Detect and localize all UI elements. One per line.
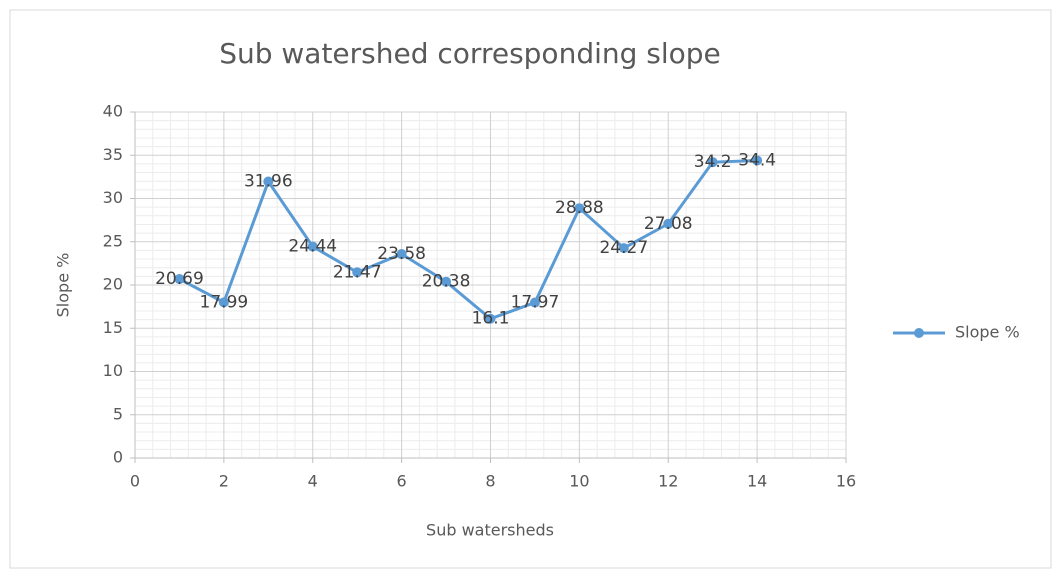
- x-tick-label: 6: [397, 472, 407, 491]
- data-point: [485, 313, 496, 324]
- data-label: 34.2: [694, 152, 732, 172]
- x-tick-label: 4: [308, 472, 318, 491]
- x-tick-label: 14: [747, 472, 767, 491]
- data-point: [174, 274, 185, 285]
- data-label: 23.58: [377, 244, 426, 264]
- y-tick-label: 30: [103, 188, 123, 207]
- x-tick-label: 8: [485, 472, 495, 491]
- data-point: [618, 243, 629, 254]
- data-label: 16.1: [472, 309, 510, 329]
- y-tick-label: 20: [103, 275, 123, 294]
- data-point: [396, 249, 407, 260]
- data-point: [307, 241, 318, 252]
- data-label: 34.4: [738, 150, 776, 170]
- x-tick-label: 16: [836, 472, 856, 491]
- chart-title: Sub watershed corresponding slope: [219, 37, 721, 70]
- data-label: 24.27: [599, 238, 648, 258]
- data-label: 17.97: [511, 293, 560, 313]
- data-point: [707, 157, 718, 168]
- data-label: 24.44: [288, 237, 337, 257]
- x-tick-label: 10: [569, 472, 589, 491]
- x-tick-label: 2: [219, 472, 229, 491]
- legend-marker: [914, 328, 924, 338]
- data-label: 27.08: [644, 214, 693, 234]
- x-tick-label: 12: [658, 472, 678, 491]
- data-point: [529, 297, 540, 308]
- data-label: 20.38: [422, 272, 471, 292]
- data-point: [663, 218, 674, 229]
- y-tick-label: 10: [103, 361, 123, 380]
- legend-label: Slope %: [955, 323, 1020, 342]
- data-point: [441, 276, 452, 287]
- data-point: [263, 176, 274, 187]
- data-point: [574, 203, 585, 214]
- data-label: 21.47: [333, 262, 382, 282]
- data-label: 17.99: [200, 292, 249, 312]
- y-tick-label: 35: [103, 145, 123, 164]
- y-axis-label: Slope %: [54, 253, 73, 318]
- data-label: 28.88: [555, 198, 604, 218]
- x-tick-label: 0: [130, 472, 140, 491]
- y-tick-label: 40: [103, 102, 123, 121]
- data-label: 31.96: [244, 172, 293, 192]
- data-point: [752, 155, 763, 166]
- y-tick-label: 5: [113, 404, 123, 423]
- y-tick-label: 0: [113, 448, 123, 467]
- y-tick-label: 15: [103, 318, 123, 337]
- series-line: [178, 158, 758, 321]
- data-point: [352, 267, 363, 278]
- chart-border: [9, 9, 1052, 569]
- x-axis-label: Sub watersheds: [426, 521, 554, 540]
- data-label: 20.69: [155, 269, 204, 289]
- data-point: [218, 297, 229, 308]
- y-tick-label: 25: [103, 231, 123, 250]
